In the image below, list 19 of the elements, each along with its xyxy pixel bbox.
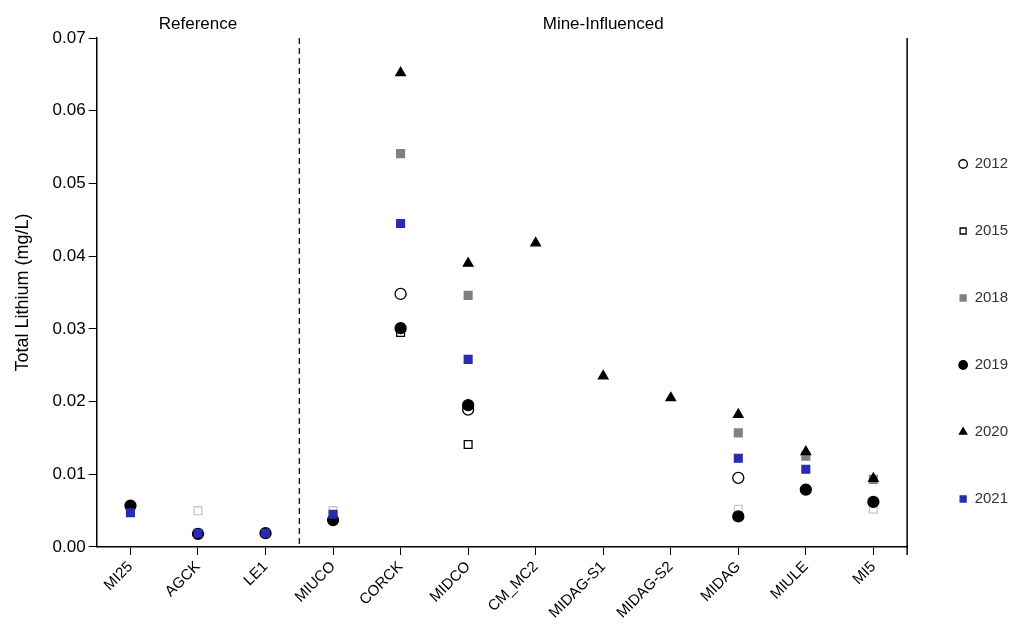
y-axis-title: Total Lithium (mg/L) [11,213,32,372]
legend-label: 2012 [974,154,1009,172]
text: Reference [158,14,238,34]
y-tick-label: 0.03 [52,318,86,338]
y-tick-label: 0.06 [52,100,86,120]
y-tick-label: 0.05 [52,173,86,193]
text: Mine-Influenced [542,14,664,34]
x-tick-label: MI5 [848,557,879,588]
y-tick-label: 0.04 [52,245,86,265]
y-tick-label: 0.02 [52,391,86,411]
legend-label: 2018 [974,288,1009,306]
legend-label: 2015 [974,221,1009,239]
y-tick-label: 0.01 [52,463,86,483]
legend-label: 2021 [974,489,1009,507]
legend-label: 2019 [974,355,1009,373]
legend-label: 2020 [974,422,1009,440]
y-tick-label: 0.00 [52,536,86,556]
y-tick-label: 0.07 [52,27,86,47]
x-tick-label: LE1 [239,557,271,589]
